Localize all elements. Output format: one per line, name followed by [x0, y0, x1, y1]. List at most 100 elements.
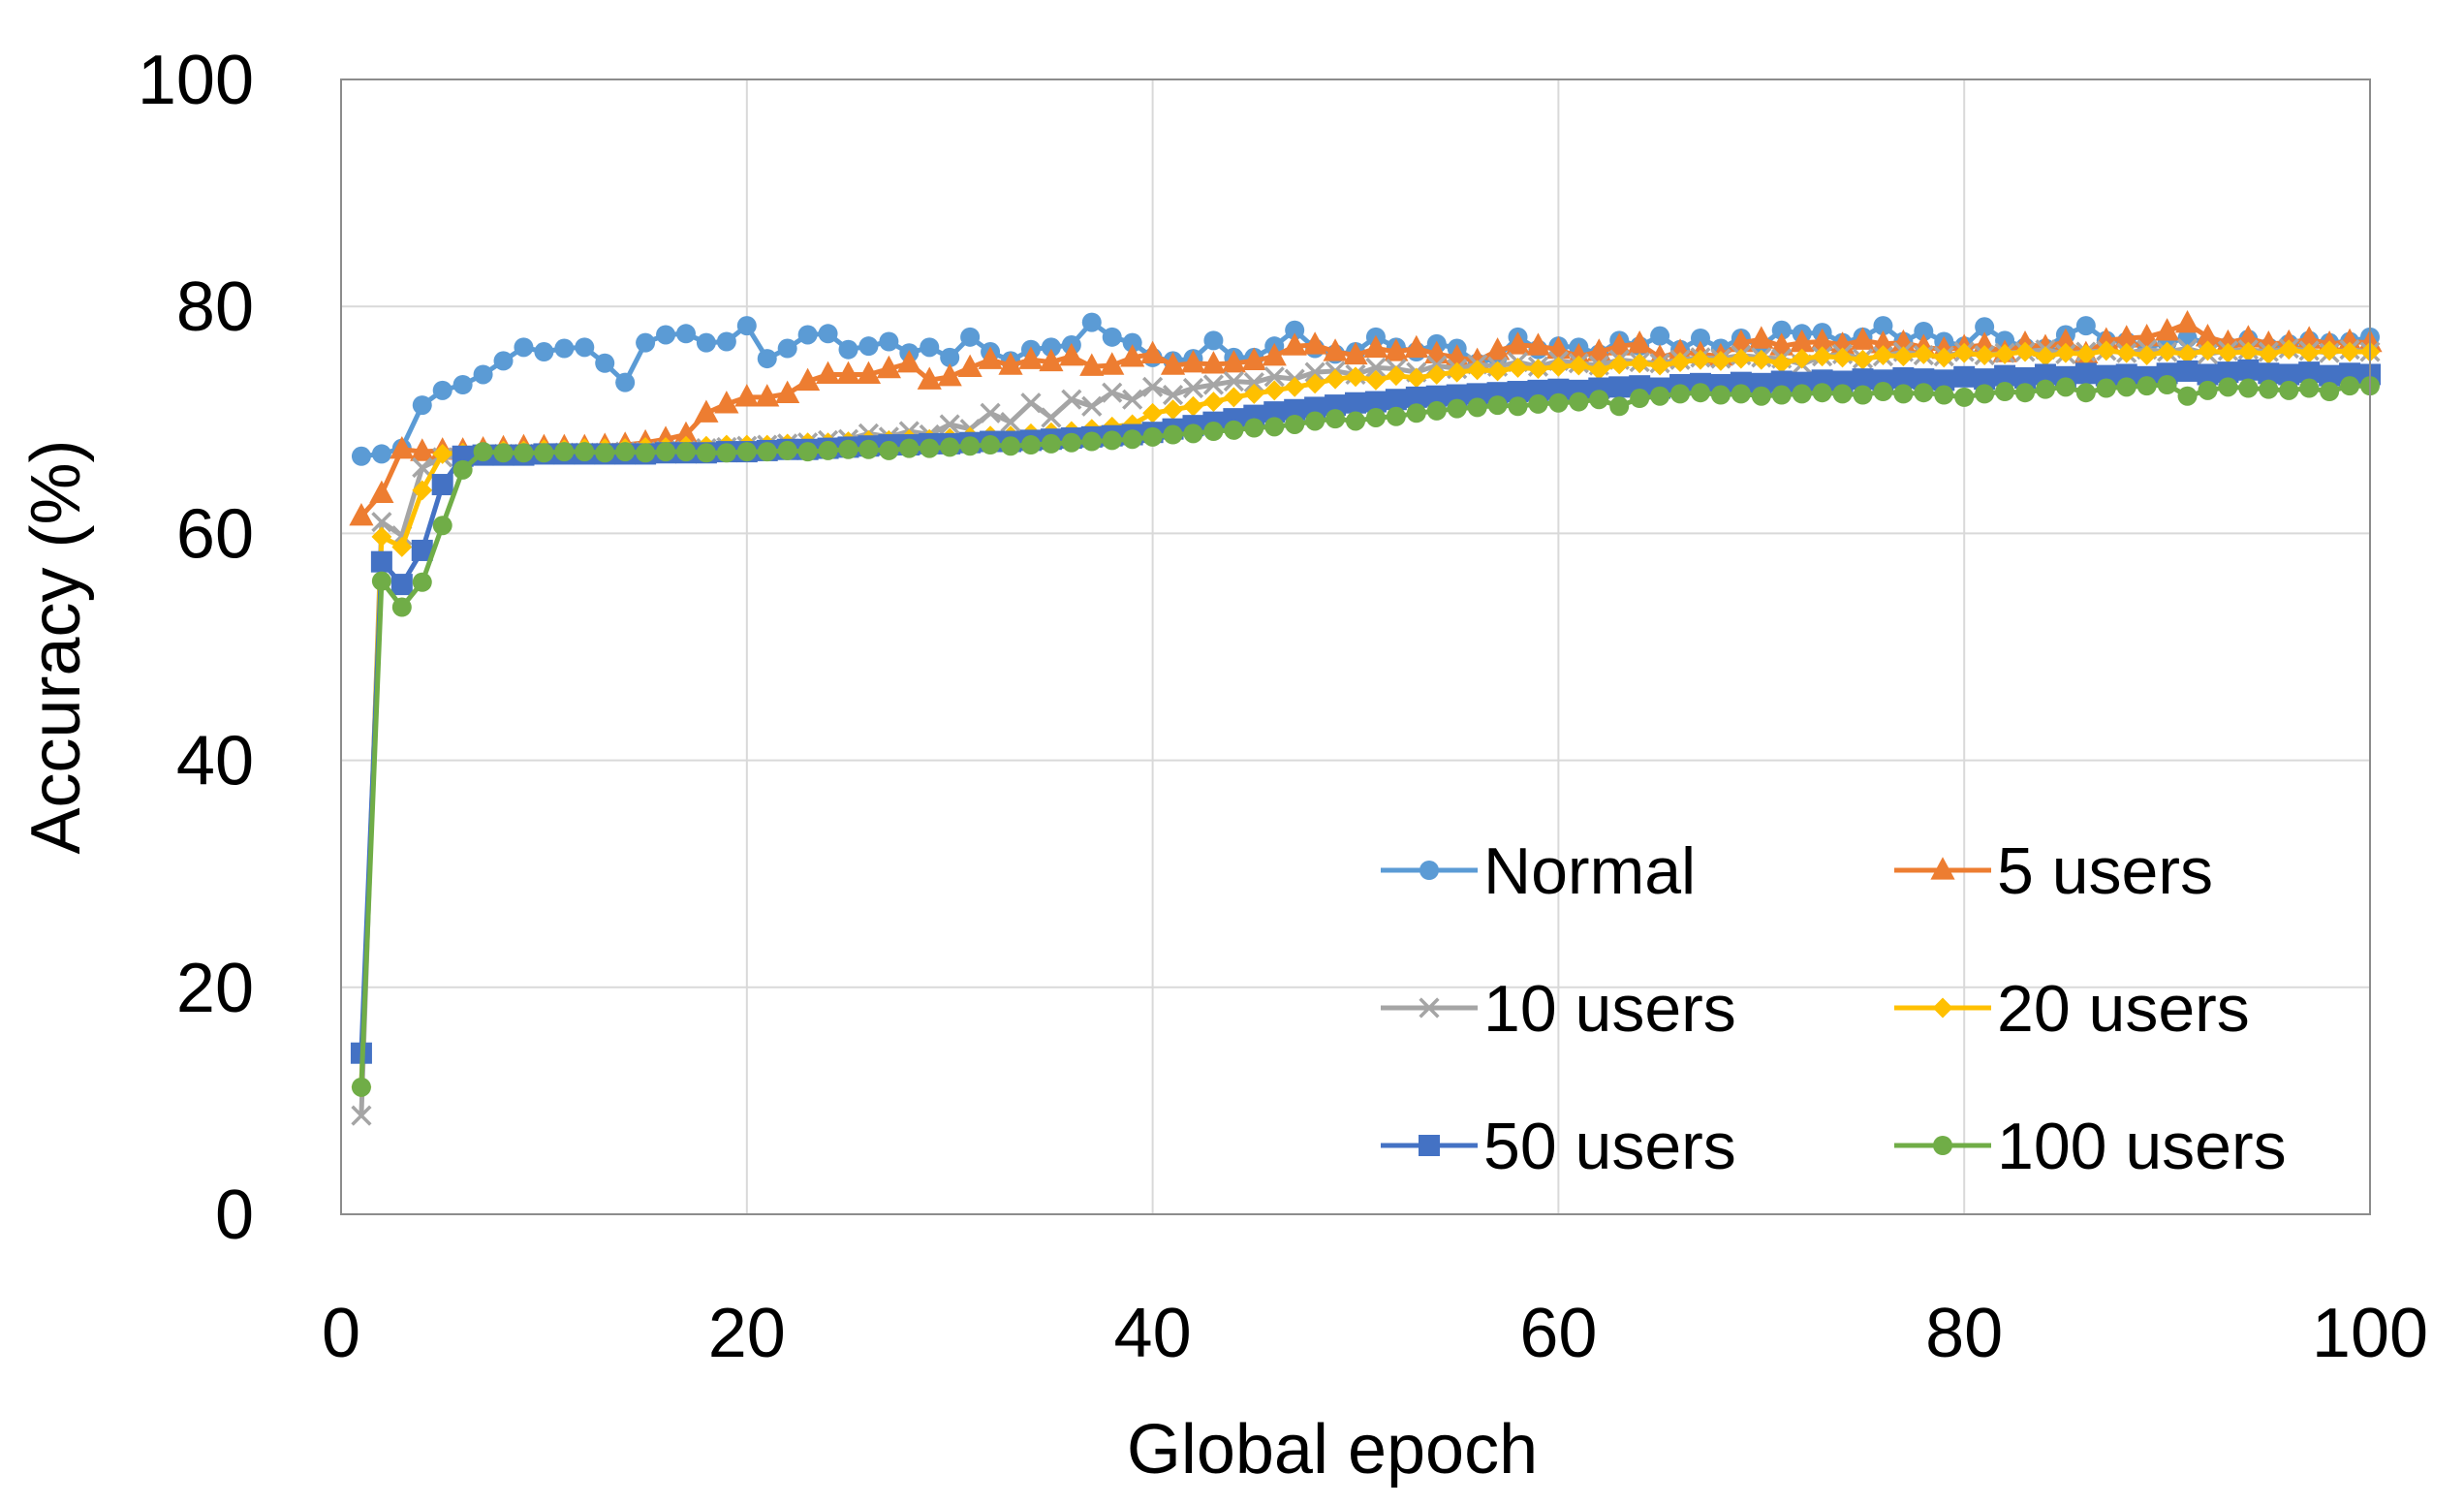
data-point	[1345, 366, 1366, 388]
data-point	[981, 435, 1001, 455]
data-point	[1608, 376, 1631, 398]
data-point	[858, 336, 879, 357]
x-tick-label: 100	[2312, 1295, 2428, 1372]
data-point	[2096, 378, 2116, 398]
data-point	[1892, 346, 1914, 367]
data-point	[1850, 327, 1876, 350]
data-point	[1079, 353, 1105, 376]
data-point	[1914, 321, 1934, 341]
data-point	[2116, 342, 2137, 363]
data-point-stroke	[1142, 376, 1164, 397]
data-point	[411, 539, 433, 561]
data-point	[391, 597, 412, 617]
data-point	[696, 332, 716, 353]
data-point	[1223, 387, 1244, 408]
data-point	[1790, 329, 1815, 353]
data-point	[1547, 378, 1570, 400]
data-point-stroke	[939, 414, 960, 435]
data-point	[896, 349, 921, 373]
data-point	[1586, 338, 1611, 361]
data-point	[1102, 327, 1122, 347]
data-point	[716, 331, 736, 352]
data-point	[777, 440, 797, 460]
data-point	[2278, 363, 2300, 386]
data-point-stroke	[1041, 407, 1062, 428]
data-point	[1608, 354, 1630, 375]
data-point	[636, 443, 656, 463]
data-point	[1405, 386, 1427, 408]
x-tick-label: 0	[322, 1295, 360, 1372]
data-point	[2116, 377, 2137, 397]
data-point-stroke	[1081, 395, 1103, 417]
data-point	[1426, 364, 1448, 385]
x-tick-label: 60	[1519, 1295, 1597, 1372]
data-point	[1142, 402, 1164, 423]
data-point	[876, 355, 901, 379]
data-point	[1731, 384, 1751, 404]
y-tick-label: 20	[176, 950, 254, 1027]
data-point	[673, 421, 699, 445]
data-point	[1505, 331, 1531, 355]
data-point	[2177, 343, 2198, 364]
data-point	[818, 440, 838, 460]
data-point	[1893, 384, 1914, 404]
data-point-stroke	[1182, 377, 1204, 399]
data-point	[835, 361, 861, 385]
data-point	[2237, 341, 2259, 362]
data-point	[1122, 389, 1143, 410]
data-point	[2298, 361, 2321, 384]
legend: Normal 5 users 10 users 20 users 50 users 100…	[1381, 834, 2287, 1183]
data-point	[1771, 353, 1793, 374]
data-point	[1467, 397, 1487, 418]
legend-swatch-marker	[1933, 1136, 1952, 1155]
data-point	[1160, 352, 1186, 375]
data-point	[1589, 390, 1609, 410]
data-point	[1508, 396, 1528, 417]
data-point	[1447, 398, 1467, 419]
x-tick-label: 40	[1114, 1295, 1192, 1372]
data-point	[412, 456, 433, 479]
data-point	[879, 440, 899, 460]
data-point	[2195, 324, 2221, 347]
data-point	[575, 442, 595, 462]
data-point	[1974, 368, 1996, 391]
data-point	[1326, 409, 1346, 429]
data-point	[595, 353, 615, 373]
data-point	[351, 1105, 372, 1126]
data-point	[2035, 379, 2055, 399]
series-100-users	[351, 374, 2380, 1097]
data-point	[1163, 399, 1183, 421]
data-point	[656, 442, 676, 462]
data-point	[1853, 349, 1873, 370]
data-point	[1650, 386, 1670, 406]
data-point	[2238, 378, 2259, 398]
data-point	[1425, 385, 1448, 407]
data-point	[1122, 429, 1142, 450]
data-point	[1892, 366, 1915, 389]
data-point	[2096, 340, 2117, 361]
data-point	[1039, 348, 1064, 372]
data-point	[1304, 396, 1326, 419]
data-point	[960, 436, 981, 456]
data-point	[1933, 347, 1954, 368]
data-point	[1363, 334, 1388, 359]
data-point	[473, 364, 493, 385]
data-point	[1792, 384, 1812, 404]
data-point	[1749, 326, 1774, 349]
data-point	[2298, 342, 2320, 363]
data-point	[1566, 342, 1591, 366]
data-point	[734, 384, 760, 407]
data-point	[838, 339, 858, 360]
data-point	[369, 480, 394, 504]
data-point	[1041, 337, 1061, 358]
data-point	[1102, 382, 1123, 403]
data-point	[1285, 414, 1305, 434]
data-point-stroke	[1263, 366, 1285, 388]
data-point	[1241, 347, 1266, 371]
data-point	[2299, 378, 2320, 398]
data-point	[1953, 365, 1976, 388]
data-point	[1954, 387, 1975, 407]
data-point	[1731, 348, 1752, 369]
data-point	[1140, 340, 1166, 363]
